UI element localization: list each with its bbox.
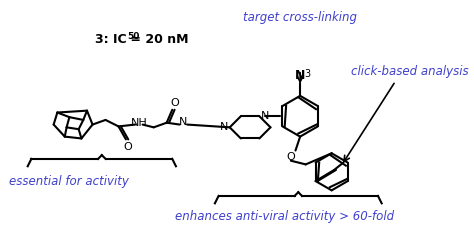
Text: O: O <box>286 152 295 162</box>
Text: O: O <box>171 98 179 108</box>
Text: 50: 50 <box>127 32 139 41</box>
Text: 3: IC: 3: IC <box>95 33 127 46</box>
Text: essential for activity: essential for activity <box>9 175 128 188</box>
Text: 3: 3 <box>304 69 310 79</box>
Text: N: N <box>261 111 269 121</box>
Text: enhances anti-viral activity > 60-fold: enhances anti-viral activity > 60-fold <box>175 210 394 223</box>
Text: N: N <box>295 69 305 82</box>
Text: O: O <box>123 142 132 152</box>
Text: N: N <box>179 117 188 127</box>
Text: NH: NH <box>130 118 147 128</box>
Text: target cross-linking: target cross-linking <box>243 11 357 25</box>
Text: N: N <box>220 122 228 132</box>
Text: click-based analysis: click-based analysis <box>351 65 468 78</box>
Text: = 20 nM: = 20 nM <box>126 33 189 46</box>
